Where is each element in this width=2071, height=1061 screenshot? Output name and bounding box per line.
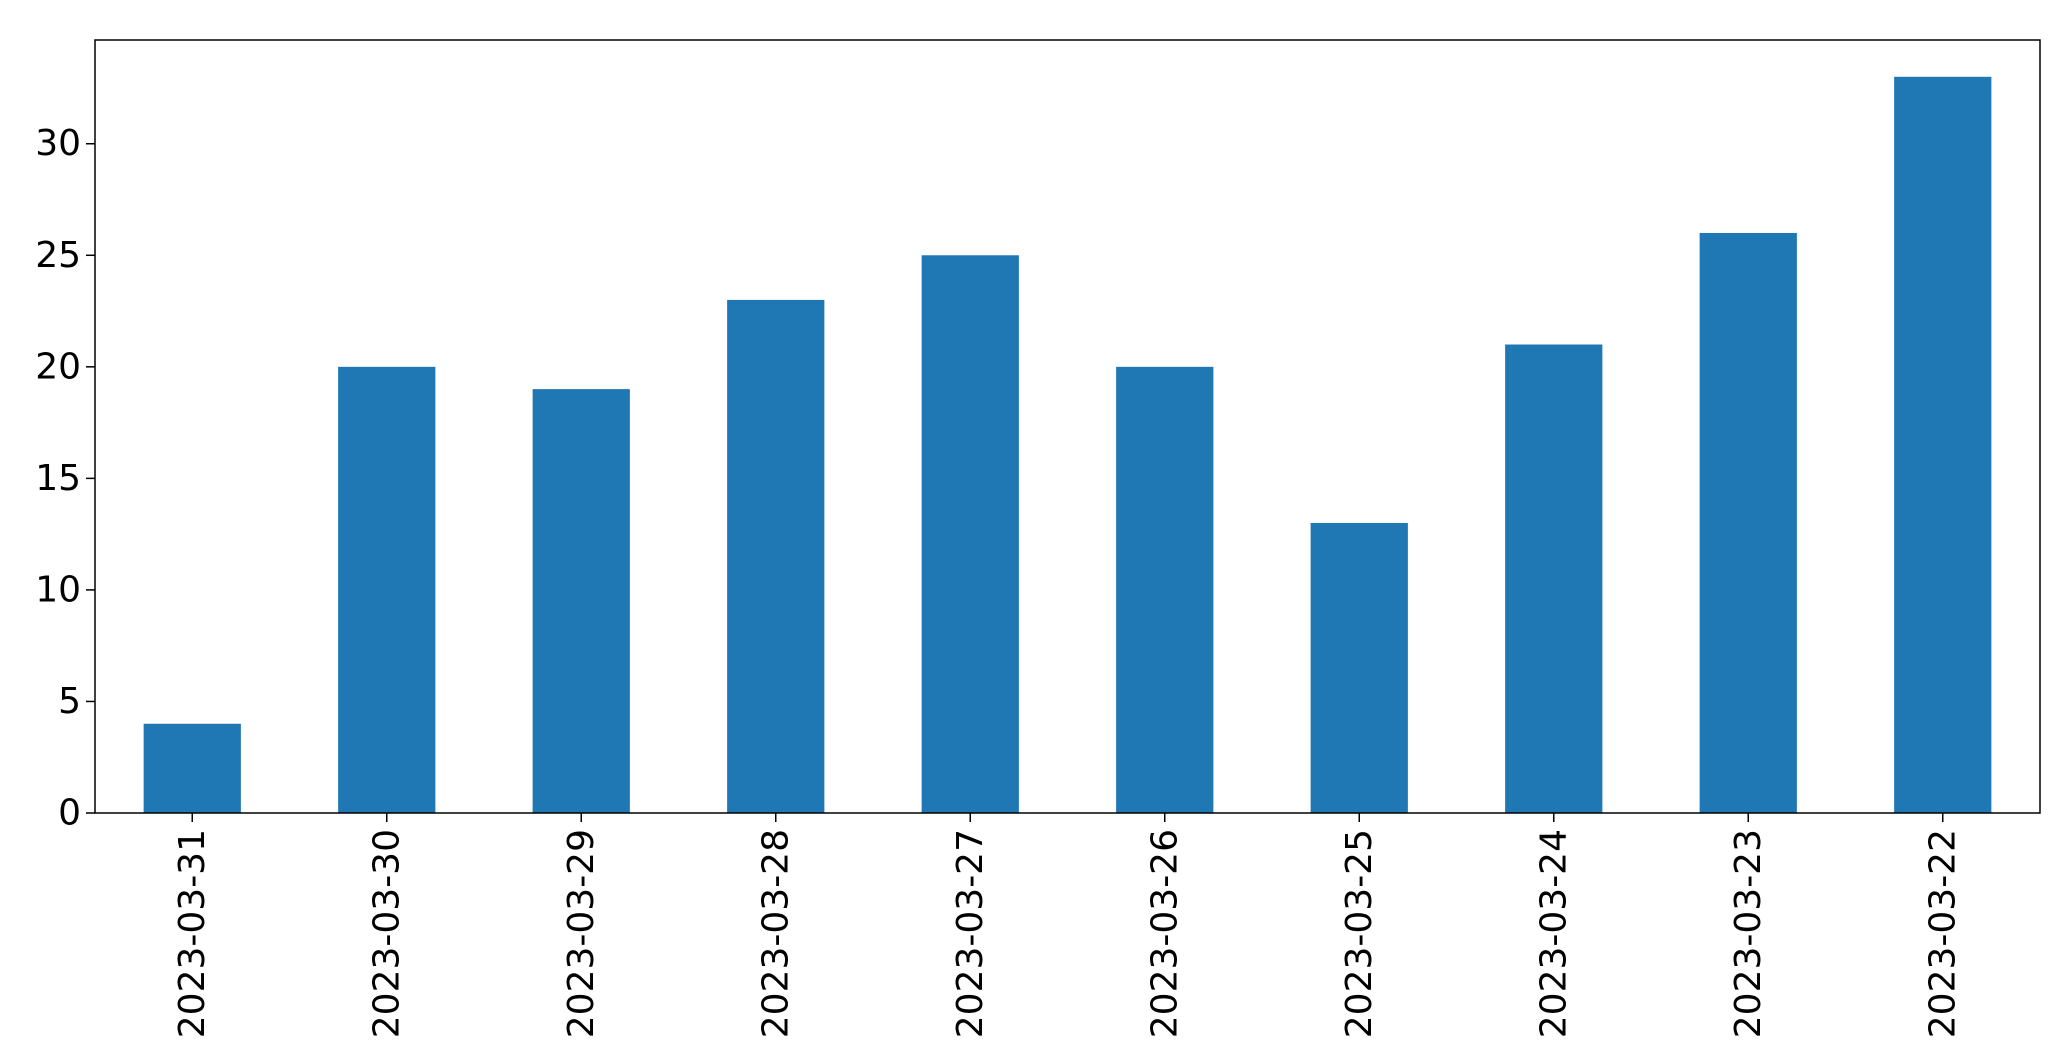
x-tick-label: 2023-03-30 [366, 829, 407, 1038]
bar-2023-03-29 [532, 389, 630, 813]
y-tick-label: 0 [58, 793, 81, 834]
y-tick-label: 25 [35, 235, 81, 276]
y-tick-label: 30 [35, 123, 81, 164]
bar-2023-03-26 [1116, 366, 1214, 813]
bar-2023-03-28 [727, 299, 825, 813]
x-tick-label: 2023-03-27 [950, 829, 991, 1038]
x-tick-label: 2023-03-25 [1339, 829, 1380, 1038]
bar-2023-03-30 [338, 366, 436, 813]
x-tick-label: 2023-03-31 [172, 829, 213, 1038]
x-tick-label: 2023-03-22 [1922, 829, 1963, 1038]
y-tick-label: 10 [35, 569, 81, 610]
bar-2023-03-23 [1699, 232, 1797, 814]
x-tick-label: 2023-03-26 [1144, 829, 1185, 1038]
y-tick-label: 5 [58, 681, 81, 722]
y-axis: 0 5 10 15 20 25 30 [35, 123, 95, 834]
x-tick-label: 2023-03-23 [1728, 829, 1769, 1038]
bar-2023-03-25 [1310, 522, 1408, 813]
x-axis: 2023-03-31 2023-03-30 2023-03-29 2023-03-28… [172, 813, 1963, 1038]
plot-frame [94, 39, 2041, 814]
bar-2023-03-24 [1505, 344, 1603, 813]
bars-layer [143, 76, 1992, 814]
x-tick-label: 2023-03-24 [1533, 829, 1574, 1038]
x-tick-label: 2023-03-28 [755, 829, 796, 1038]
y-tick-label: 15 [35, 458, 81, 499]
y-tick-label: 20 [35, 346, 81, 387]
bar-2023-03-27 [921, 255, 1019, 814]
bar-2023-03-22 [1894, 76, 1992, 814]
bar-2023-03-31 [143, 723, 241, 813]
x-tick-label: 2023-03-29 [561, 829, 602, 1038]
